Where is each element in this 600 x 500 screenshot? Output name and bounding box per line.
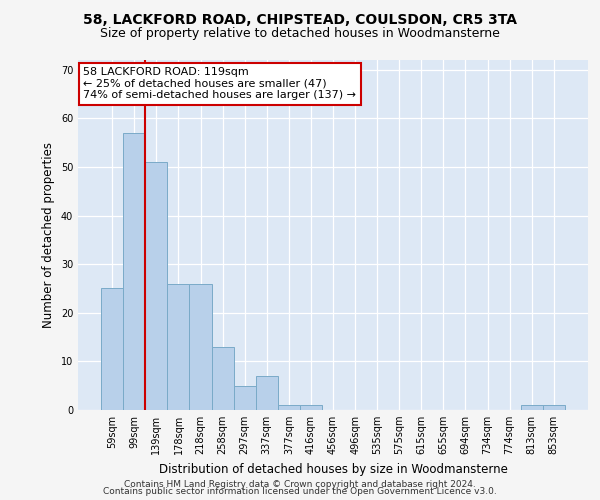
Bar [101, 288, 123, 410]
Text: Contains HM Land Registry data © Crown copyright and database right 2024.: Contains HM Land Registry data © Crown c… [124, 480, 476, 489]
Bar [123, 133, 145, 410]
Y-axis label: Number of detached properties: Number of detached properties [42, 142, 55, 328]
Bar [543, 405, 565, 410]
Bar [233, 386, 256, 410]
Bar [167, 284, 190, 410]
Bar [521, 405, 543, 410]
Text: Contains public sector information licensed under the Open Government Licence v3: Contains public sector information licen… [103, 487, 497, 496]
Bar [145, 162, 167, 410]
Text: 58, LACKFORD ROAD, CHIPSTEAD, COULSDON, CR5 3TA: 58, LACKFORD ROAD, CHIPSTEAD, COULSDON, … [83, 12, 517, 26]
X-axis label: Distribution of detached houses by size in Woodmansterne: Distribution of detached houses by size … [158, 462, 508, 475]
Bar [278, 405, 300, 410]
Text: Size of property relative to detached houses in Woodmansterne: Size of property relative to detached ho… [100, 28, 500, 40]
Bar [212, 347, 233, 410]
Bar [300, 405, 322, 410]
Text: 58 LACKFORD ROAD: 119sqm
← 25% of detached houses are smaller (47)
74% of semi-d: 58 LACKFORD ROAD: 119sqm ← 25% of detach… [83, 67, 356, 100]
Bar [190, 284, 212, 410]
Bar [256, 376, 278, 410]
